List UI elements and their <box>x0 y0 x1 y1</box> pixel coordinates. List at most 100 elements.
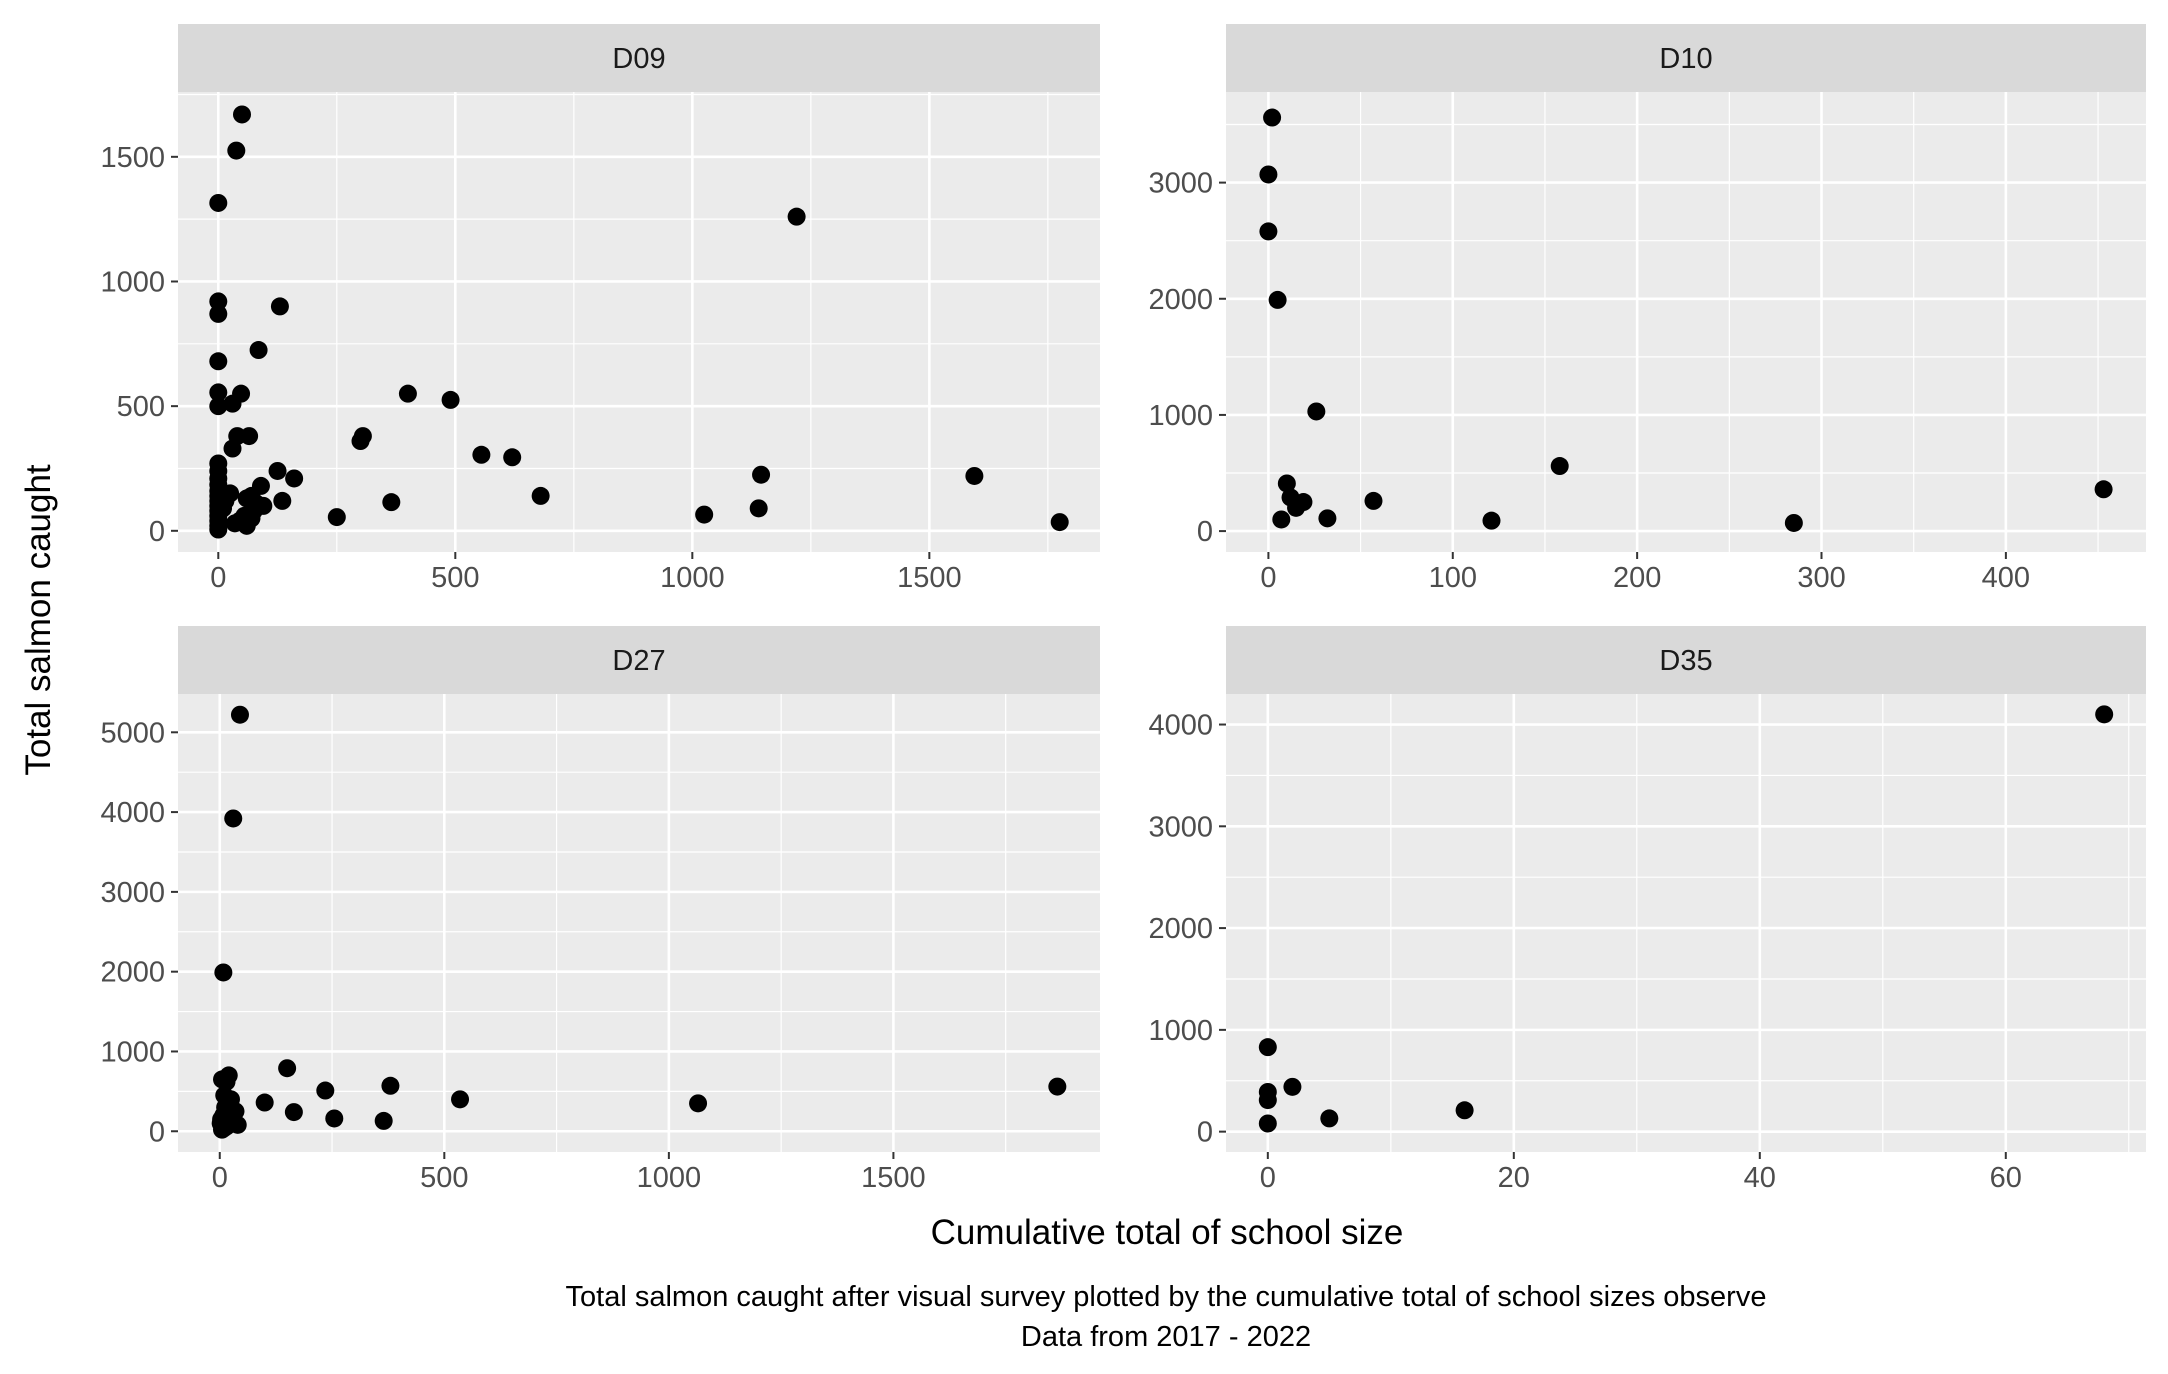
data-point <box>284 1103 303 1122</box>
data-point <box>1258 1091 1277 1110</box>
data-point <box>1283 1077 1302 1096</box>
x-tick-label: 1000 <box>660 562 725 594</box>
data-point <box>441 390 460 409</box>
caption-line-1: Total salmon caught after visual survey … <box>566 1281 1767 1313</box>
data-point <box>695 505 714 524</box>
data-point <box>209 520 228 539</box>
data-point <box>382 493 401 512</box>
y-tick-label: 2000 <box>1148 284 1213 316</box>
data-point <box>381 1076 400 1095</box>
y-tick-label: 0 <box>1197 1117 1213 1149</box>
y-tick-label: 1000 <box>1148 400 1213 432</box>
data-point <box>1258 1114 1277 1133</box>
y-tick-label: 4000 <box>100 797 165 829</box>
y-tick-label: 1000 <box>100 1036 165 1068</box>
data-point <box>268 461 287 480</box>
facet-strip-label: D10 <box>1659 43 1712 75</box>
data-point <box>209 397 228 416</box>
data-point <box>531 486 550 505</box>
data-point <box>230 705 249 724</box>
data-point <box>1268 290 1287 309</box>
panel-d09: D09 0 500 1000 1500 0 500 1000 1500 <box>100 24 1100 594</box>
data-point <box>209 292 228 311</box>
data-point <box>217 1072 236 1091</box>
x-tick-label: 0 <box>1260 562 1276 594</box>
x-tick-label: 300 <box>1797 562 1845 594</box>
facet-strip-background <box>1226 626 2146 694</box>
data-point <box>787 207 806 226</box>
data-point <box>209 383 228 402</box>
data-point <box>316 1081 335 1100</box>
data-point <box>214 499 233 518</box>
y-tick-label: 3000 <box>100 877 165 909</box>
data-point <box>327 508 346 527</box>
x-tick-label: 100 <box>1429 562 1477 594</box>
y-tick-label: 5000 <box>100 717 165 749</box>
y-tick-label: 500 <box>117 391 165 423</box>
x-tick-label: 0 <box>210 562 226 594</box>
panel-d27: D27 0 500 1000 1500 0 1000 2000 3000 4000 5000 <box>100 626 1100 1194</box>
panel-background <box>1226 92 2146 552</box>
facet-strip-background <box>178 24 1100 92</box>
data-point <box>1277 474 1296 493</box>
data-point <box>689 1094 708 1113</box>
data-point <box>285 469 304 488</box>
panel-background <box>1226 694 2146 1152</box>
y-tick-label: 0 <box>149 516 165 548</box>
data-point <box>1263 108 1282 127</box>
data-point <box>270 297 289 316</box>
y-tick-label: 3000 <box>1148 168 1213 200</box>
y-tick-label: 1000 <box>1148 1015 1213 1047</box>
y-tick-label: 2000 <box>1148 913 1213 945</box>
data-point <box>1550 457 1569 476</box>
panel-d10: D10 0 100 200 300 400 0 1000 2000 3000 <box>1148 24 2146 594</box>
x-tick-label: 200 <box>1613 562 1661 594</box>
x-tick-label: 20 <box>1498 1162 1530 1194</box>
facet-strip-label: D27 <box>612 645 665 677</box>
facet-strip-background <box>1226 24 2146 92</box>
panel-background <box>178 694 1100 1152</box>
data-point <box>209 304 228 323</box>
y-axis-title: Total salmon caught <box>19 464 58 776</box>
data-point <box>273 491 292 510</box>
y-tick-label: 1500 <box>100 142 165 174</box>
data-point <box>251 476 270 495</box>
data-point <box>242 509 261 528</box>
data-point <box>752 465 771 484</box>
panel-background <box>178 92 1100 552</box>
data-point <box>249 341 268 360</box>
data-point <box>1048 1077 1067 1096</box>
data-point <box>1258 1038 1277 1057</box>
facet-strip-background <box>178 626 1100 694</box>
data-point <box>209 352 228 371</box>
data-point <box>472 445 491 464</box>
x-tick-label: 60 <box>1990 1162 2022 1194</box>
data-point <box>211 1114 230 1133</box>
x-tick-label: 500 <box>420 1162 468 1194</box>
data-point <box>1318 509 1337 528</box>
data-point <box>398 384 417 403</box>
data-point <box>214 963 233 982</box>
data-point <box>1050 513 1069 532</box>
facet-strip-label: D35 <box>1659 645 1712 677</box>
data-point <box>1784 513 1803 532</box>
data-point <box>209 193 228 212</box>
data-point <box>1482 511 1501 530</box>
data-point <box>1455 1101 1474 1120</box>
data-point <box>374 1111 393 1130</box>
data-point <box>749 499 768 518</box>
data-point <box>1320 1109 1339 1128</box>
data-point <box>965 466 984 485</box>
data-point <box>227 141 246 160</box>
data-point <box>451 1090 470 1109</box>
data-point <box>1364 491 1383 510</box>
y-tick-label: 4000 <box>1148 710 1213 742</box>
data-point <box>353 427 372 446</box>
data-point <box>2095 705 2114 724</box>
data-point <box>325 1109 344 1128</box>
data-point <box>255 1093 274 1112</box>
x-tick-label: 40 <box>1744 1162 1776 1194</box>
y-tick-label: 2000 <box>100 957 165 989</box>
